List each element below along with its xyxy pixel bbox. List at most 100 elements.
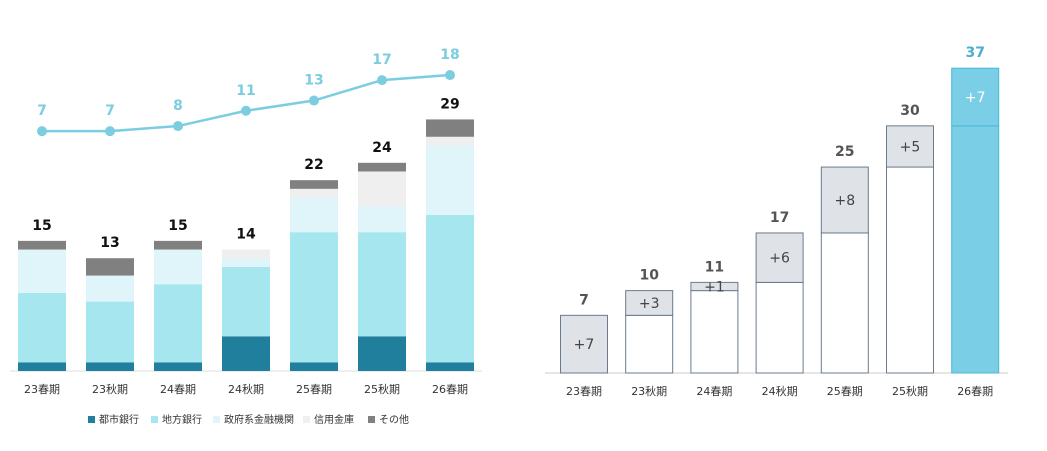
bar-segment [18, 362, 66, 371]
base-bar [690, 290, 739, 374]
total-label: 25 [835, 144, 854, 160]
x-tick-label: 25秋期 [892, 384, 928, 398]
x-tick-label: 25春期 [296, 383, 332, 396]
bar-segment [426, 119, 474, 137]
line-point [105, 126, 115, 137]
increment-bar [820, 166, 869, 234]
legend-label: 地方銀行 [162, 413, 202, 426]
line-point [377, 75, 387, 86]
base-bar [820, 232, 869, 374]
bar-segment [154, 249, 202, 285]
bar-segment [154, 284, 202, 363]
x-tick-label: 26春期 [432, 383, 468, 396]
bar-segment [358, 162, 406, 172]
total-label: 15 [32, 218, 51, 234]
x-tick-label: 24春期 [160, 383, 196, 396]
bar-segment [18, 292, 66, 363]
bar-segment [290, 197, 338, 233]
legend-swatch [213, 416, 220, 423]
increment-label: +6 [769, 251, 790, 267]
legend-swatch [303, 416, 310, 423]
x-tick-label: 23春期 [24, 383, 60, 396]
total-label: 11 [705, 259, 724, 275]
bar-segment [18, 249, 66, 293]
total-label: 7 [579, 292, 589, 308]
line-label: 11 [236, 83, 255, 99]
bar-segment [290, 180, 338, 189]
legend-swatch [88, 416, 95, 423]
x-tick-label: 23秋期 [92, 382, 128, 396]
legend-swatch [151, 416, 158, 423]
legend-label: 政府系金融機関 [224, 413, 294, 426]
bar-segment [426, 362, 474, 371]
base-bar [951, 125, 1000, 374]
line-label: 7 [37, 103, 47, 119]
increment-bar [560, 314, 608, 374]
total-label: 30 [900, 103, 920, 119]
bar-segment [426, 145, 474, 215]
base-bar [755, 281, 804, 374]
x-tick-label: 23春期 [566, 385, 602, 398]
total-label: 13 [100, 235, 119, 251]
increment-bar [886, 125, 934, 168]
line-point [37, 126, 47, 137]
bar-segment [290, 362, 338, 371]
line-label: 13 [304, 73, 323, 89]
line-point [173, 121, 183, 132]
bar-segment [222, 249, 270, 259]
bar-segment [358, 336, 406, 371]
legend-label: その他 [379, 413, 409, 426]
line-point [445, 70, 455, 81]
bar-segment [154, 240, 202, 250]
line-label: 8 [173, 98, 183, 114]
legend-swatch [368, 416, 375, 423]
line-point [309, 95, 319, 106]
bar-segment [426, 136, 474, 146]
total-label: 17 [770, 210, 789, 226]
line-label: 17 [372, 52, 391, 68]
bar-segment [154, 362, 202, 371]
increment-bar [690, 281, 739, 292]
bar-segment [290, 188, 338, 198]
total-label: 14 [236, 227, 256, 243]
bar-segment [358, 171, 406, 207]
x-tick-label: 25春期 [827, 385, 863, 398]
bar-segment [222, 258, 270, 267]
bar-segment [86, 275, 134, 302]
base-bar [625, 314, 674, 374]
total-label: 22 [304, 157, 323, 173]
total-label: 29 [440, 96, 459, 112]
increment-label: +1 [704, 280, 725, 296]
bar-segment [86, 258, 134, 276]
bar-segment [86, 301, 134, 363]
x-tick-label: 24秋期 [228, 382, 264, 396]
bar-segment [86, 362, 134, 371]
bar-segment [290, 232, 338, 363]
line-label: 7 [105, 103, 115, 119]
legend-label: 信用金庫 [314, 413, 354, 426]
increment-label: +3 [639, 296, 660, 312]
total-label: 37 [965, 45, 984, 61]
x-tick-label: 24春期 [696, 385, 732, 398]
increment-label: +5 [900, 139, 921, 155]
x-tick-label: 23秋期 [631, 384, 667, 398]
total-label: 15 [168, 218, 187, 234]
bar-segment [18, 240, 66, 250]
total-label: 24 [372, 140, 392, 156]
total-label: 10 [639, 268, 659, 284]
increment-bar [625, 290, 674, 316]
increment-label: +7 [574, 337, 595, 353]
increment-label: +7 [965, 90, 986, 106]
x-tick-label: 24秋期 [762, 384, 798, 398]
x-tick-label: 25秋期 [364, 382, 400, 396]
base-bar [886, 166, 934, 374]
x-tick-label: 26春期 [957, 385, 993, 398]
line-label: 18 [440, 47, 459, 63]
bar-segment [222, 266, 270, 337]
bar-segment [222, 336, 270, 371]
bar-segment [426, 214, 474, 363]
bar-segment [358, 206, 406, 233]
legend-label: 都市銀行 [99, 413, 139, 426]
